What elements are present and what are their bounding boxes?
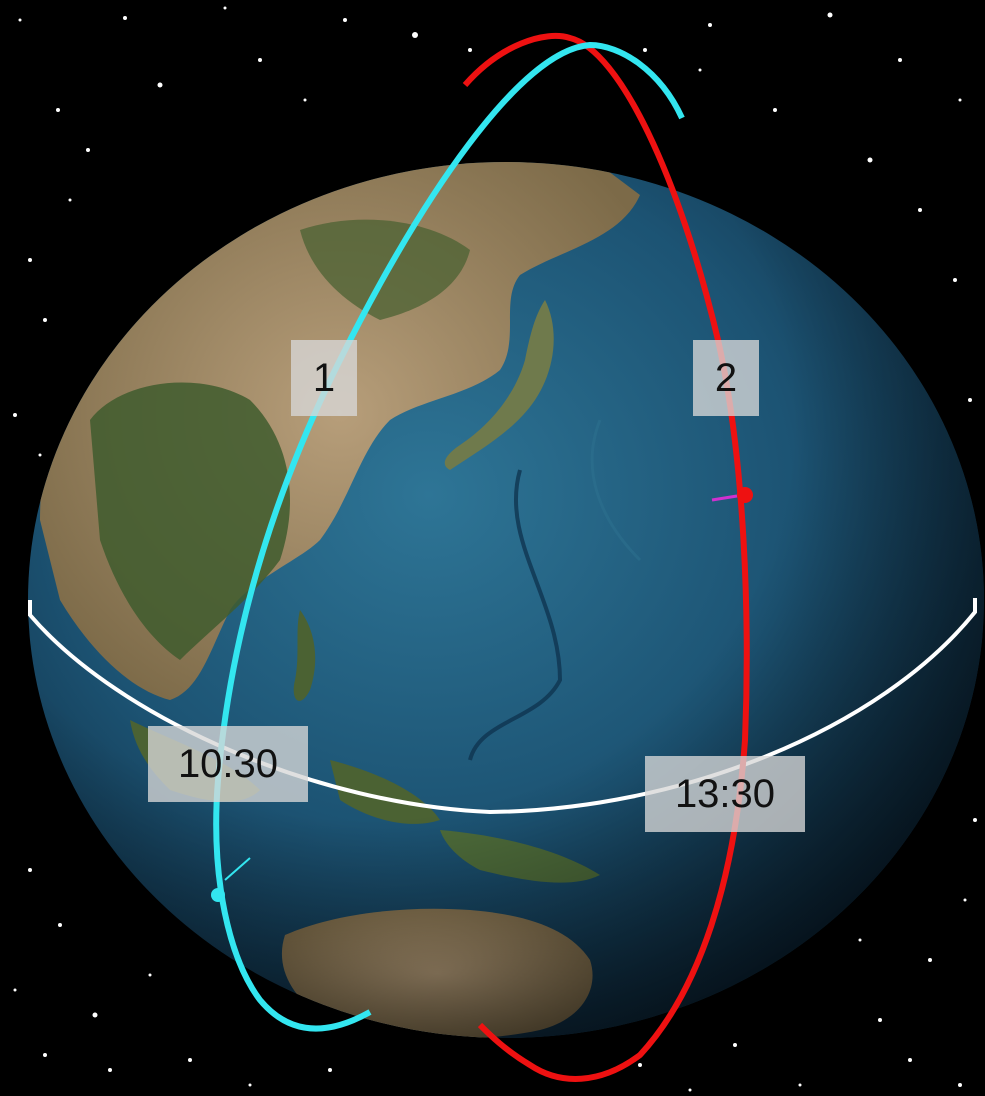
cyan-dot-icon xyxy=(211,857,251,902)
earth-globe xyxy=(28,162,984,1038)
orbit-1-label: 1 xyxy=(291,340,357,416)
equator-line xyxy=(28,598,977,815)
orbit-2-label: 2 xyxy=(693,340,759,416)
star-field xyxy=(13,6,977,1092)
crossing-time-1-label: 10:30 xyxy=(148,726,308,802)
crossing-time-2-label: 13:30 xyxy=(645,756,805,832)
red-dot-icon xyxy=(711,487,753,503)
orbit-1-path xyxy=(213,41,685,1032)
